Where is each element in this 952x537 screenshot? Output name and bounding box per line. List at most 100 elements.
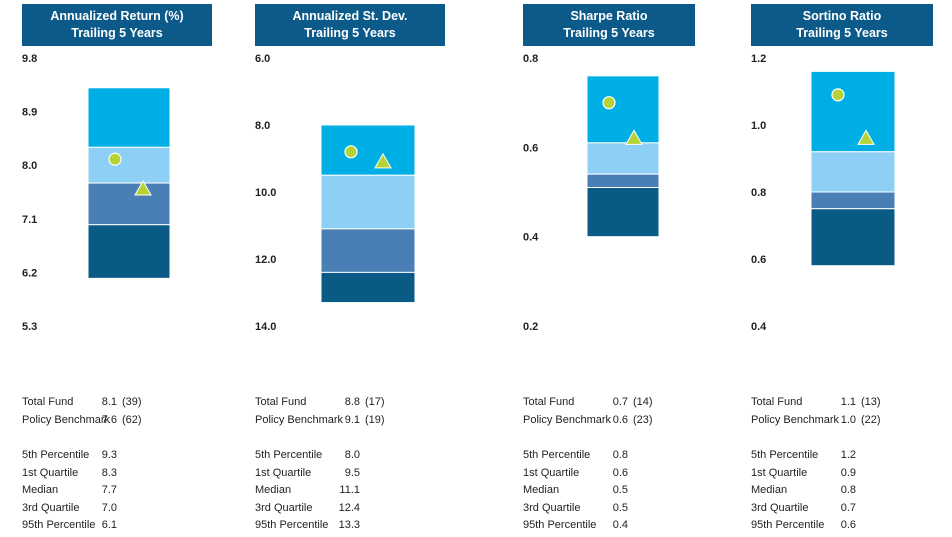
band-q1-median [320,174,416,230]
fund-marker [602,96,616,110]
y-tick-label: 8.9 [22,107,37,119]
band-median-q3 [87,182,171,226]
stat-label: 1st Quartile [751,467,808,479]
stat-value: 9.1 [344,414,360,426]
y-tick-label: 0.4 [523,232,539,244]
chart-panel: Sortino Ratio Trailing 5 Years 1.2 1.0 0.8 0.… [751,0,952,537]
y-tick-label: 8.0 [22,160,37,172]
fund-marker [108,152,122,166]
y-tick-label: 0.6 [523,142,538,154]
stat-label: 3rd Quartile [22,502,80,514]
stat-label: 1st Quartile [22,467,79,479]
stat-row-median: Median 0.5 [523,484,723,498]
stat-value: 6.1 [101,519,117,531]
chart-subtitle: Trailing 5 Years [796,26,888,40]
y-tick-label: 1.2 [751,53,766,65]
y-tick-label: 0.2 [523,321,538,333]
stat-row-p95: 95th Percentile 0.6 [751,519,951,533]
stat-value: 13.3 [338,519,360,531]
stat-value: 7.6 [101,414,117,426]
benchmark-marker [374,152,392,169]
stat-value: 0.6 [612,414,628,426]
stat-row-fund: Total Fund 8.8 (17) [255,396,455,410]
stat-value: 0.5 [612,484,628,496]
y-tick-label: 1.0 [751,120,766,132]
stat-label: Total Fund [523,396,575,408]
stat-value: 8.1 [101,396,117,408]
y-tick-label: 6.2 [22,267,37,279]
stat-value: 0.7 [612,396,628,408]
stat-rank: (14) [633,396,653,408]
chart-header: Annualized St. Dev. Trailing 5 Years [255,4,445,46]
band-q1-median [586,142,660,175]
stat-row-fund: Total Fund 1.1 (13) [751,396,951,410]
chart-subtitle: Trailing 5 Years [563,26,655,40]
band-q1-median [87,146,171,184]
stat-value: 0.4 [612,519,628,531]
benchmark-marker [134,180,152,196]
y-tick-label: 9.8 [22,53,37,65]
stat-label: 3rd Quartile [523,502,581,514]
y-tick-label: 14.0 [255,321,276,333]
stat-row-q3: 3rd Quartile 0.5 [523,502,723,516]
stat-value: 0.6 [840,519,856,531]
chart-title: Annualized St. Dev. [292,9,408,23]
stat-row-p5: 5th Percentile 8.0 [255,449,455,463]
stat-value: 11.1 [339,484,360,496]
stat-row-median: Median 7.7 [22,484,222,498]
benchmark-marker [857,129,875,145]
chart-panel: Annualized St. Dev. Trailing 5 Years 6.0 8.… [255,0,465,537]
chart-header: Annualized Return (%) Trailing 5 Years [22,4,212,46]
stat-row-p95: 95th Percentile 13.3 [255,519,455,533]
y-tick-label: 8.0 [255,120,270,132]
stat-label: Median [751,484,788,496]
stat-row-q1: 1st Quartile 0.6 [523,467,723,481]
stat-label: 1st Quartile [255,467,312,479]
fund-marker [344,145,358,159]
stat-label: Total Fund [22,396,74,408]
stat-row-fund: Total Fund 8.1 (39) [22,396,222,410]
stat-row-p5: 5th Percentile 0.8 [523,449,723,463]
stat-value: 0.5 [612,502,628,514]
stat-label: 5th Percentile [523,449,591,461]
fund-marker [831,88,845,102]
band-median-q3 [586,173,660,189]
stat-label: 1st Quartile [523,467,580,479]
chart-subtitle: Trailing 5 Years [304,26,396,40]
stat-value: 8.0 [344,449,360,461]
stat-value: 7.7 [101,484,117,496]
stat-value: 8.8 [344,396,360,408]
stat-value: 0.7 [840,502,856,514]
plot-area: 6.0 8.0 10.0 12.0 14.0 [255,53,416,333]
band-q3-p95 [810,208,896,267]
stat-rank: (13) [861,396,881,408]
band-median-q3 [810,191,896,210]
chart-panel: Annualized Return (%) Trailing 5 Years 9.8… [22,0,232,537]
stat-row-p5: 5th Percentile 9.3 [22,449,222,463]
stat-label: Median [255,484,292,496]
stat-rank: (19) [365,414,385,426]
stat-value: 7.0 [101,502,117,514]
stat-row-q1: 1st Quartile 0.9 [751,467,951,481]
band-p5-q1 [87,87,171,148]
stat-label: 95th Percentile [255,519,329,531]
chart-title: Sortino Ratio [802,9,882,23]
stat-value: 1.0 [840,414,856,426]
y-tick-label: 5.3 [22,321,37,333]
stat-label: Median [22,484,59,496]
stat-row-p95: 95th Percentile 0.4 [523,519,723,533]
y-tick-label: 0.8 [523,53,538,65]
stat-rank: (22) [861,414,881,426]
stat-row-q3: 3rd Quartile 7.0 [22,502,222,516]
stat-label: Policy Benchmark [255,414,344,426]
stat-label: Median [523,484,560,496]
stat-label: Total Fund [751,396,803,408]
band-q1-median [810,151,896,193]
stat-row-median: Median 11.1 [255,484,455,498]
band-p5-q1 [810,70,896,153]
stat-rank: (39) [122,396,142,408]
stat-row-q3: 3rd Quartile 12.4 [255,502,455,516]
stat-label: 5th Percentile [22,449,90,461]
stat-rank: (17) [365,396,385,408]
stat-label: 95th Percentile [22,519,96,531]
